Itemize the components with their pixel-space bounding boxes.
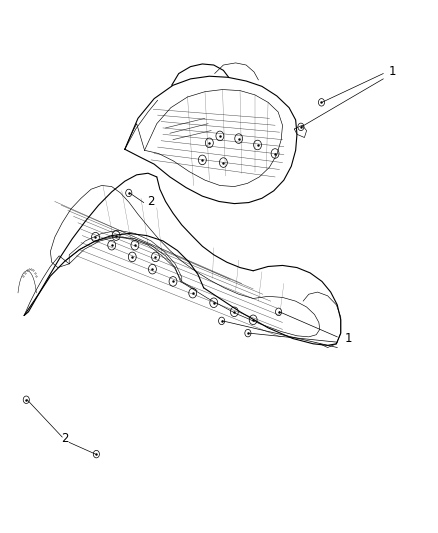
Text: 2: 2 bbox=[147, 195, 155, 208]
Text: 2: 2 bbox=[61, 432, 69, 445]
Text: 1: 1 bbox=[344, 332, 352, 345]
Text: 1: 1 bbox=[388, 66, 396, 78]
